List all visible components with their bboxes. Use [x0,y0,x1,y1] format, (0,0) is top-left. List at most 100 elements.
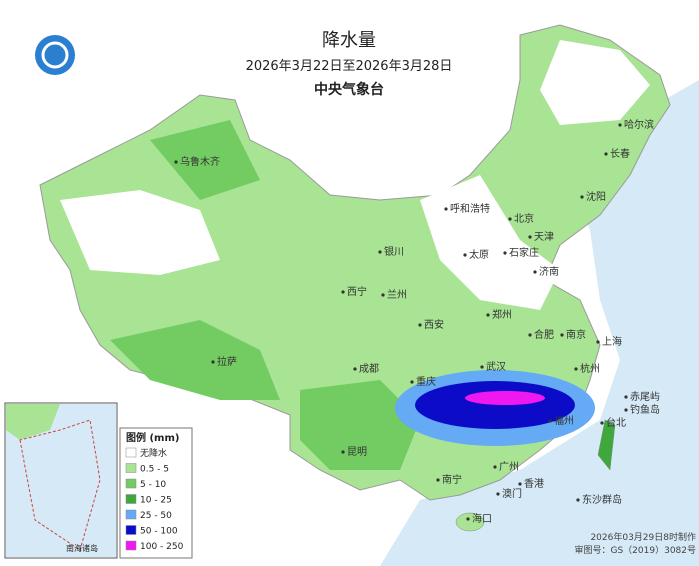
city-dot [378,250,382,254]
inset-label: 南海诸岛 [66,543,98,553]
rain-patch [110,320,280,400]
legend-title: 图例 (mm) [126,431,179,444]
city-label: 拉萨 [217,355,237,368]
city-label: 西宁 [347,285,367,298]
title: 降水量 [322,30,376,51]
city-dot [624,395,628,399]
city-dot [466,517,470,521]
inset-line [19,419,101,551]
inset-land [6,404,60,440]
city-label: 北京 [514,212,534,225]
logo [35,35,75,75]
legend-swatch [125,525,137,535]
legend-label: 5 - 10 [140,480,166,490]
city-dot [341,450,345,454]
city-label: 南宁 [442,473,462,486]
city-dot [211,360,215,364]
city-label: 武汉 [486,360,506,373]
legend-swatch [125,463,137,473]
city-label: 合肥 [534,328,554,341]
city-dot [528,333,532,337]
city-label: 昆明 [347,446,367,458]
city-dot [463,253,467,257]
city-label: 赤尾屿 [630,391,660,403]
legend-swatch [125,494,137,504]
city-dot [533,270,537,274]
city-label: 哈尔滨 [624,118,654,131]
city-dot [600,421,604,425]
city-dot [560,333,564,337]
city-dot [604,152,608,156]
logo-mark [41,41,69,69]
taiwan [597,419,616,471]
city-dot [381,293,385,297]
hainan [455,512,485,532]
city-dot [508,217,512,221]
city-dot [596,340,600,344]
sea [380,80,699,566]
city-label: 呼和浩特 [450,203,490,215]
legend-label: 0.5 - 5 [140,465,169,475]
city-label: 兰州 [387,288,407,301]
legend-label: 100 - 250 [140,542,184,552]
city-dot [174,160,178,164]
agency: 中央气象台 [314,81,384,98]
city-dot [418,323,422,327]
city-dot [410,380,414,384]
legend-label: 10 - 25 [140,496,172,506]
city-label: 南京 [566,328,586,341]
city-dot [548,419,552,423]
city-dot [624,408,628,412]
city-label: 福州 [554,414,574,427]
city-dot [480,365,484,369]
legend-swatch [125,509,137,520]
dry-area [60,190,220,275]
city-dot [574,367,578,371]
city-label: 香港 [524,478,544,490]
city-dot [496,492,500,496]
city-label: 太原 [469,248,489,261]
city-label: 郑州 [492,308,512,321]
city-label: 台北 [606,416,626,429]
city-dot [618,123,622,127]
city-label: 乌鲁木齐 [180,155,220,168]
city-dot [580,195,584,199]
rain-100-250 [465,391,545,405]
city-dot [444,207,448,211]
city-label: 东沙群岛 [582,493,622,506]
legend-label: 无降水 [140,447,167,459]
rain-patch [150,120,260,200]
city-dot [518,482,522,486]
made-time: 2026年03月29日8时制作 [590,531,696,543]
rain-patch [300,380,420,470]
legend-label: 50 - 100 [140,527,178,537]
city-dot [341,290,345,294]
city-dot [503,251,507,255]
city-dot [486,313,490,317]
city-label: 成都 [359,363,379,375]
city-label: 澳门 [502,487,522,500]
city-label: 石家庄 [509,246,539,259]
city-label: 杭州 [580,362,600,375]
city-label: 银川 [384,245,404,258]
city-label: 海口 [472,512,492,525]
approval: 审图号：GS（2019）3082号 [575,544,697,556]
city-label: 广州 [499,461,519,473]
dry-area [420,175,560,310]
city-label: 西安 [424,318,444,331]
legend-items: 无降水 0.5 - 5 5 - 10 10 - 25 25 - 50 50 - 100 10… [125,447,184,552]
legend-swatch [125,478,137,489]
city-dot [528,235,532,239]
city-label: 济南 [539,265,559,278]
date-range: 2026年3月22日至2026年3月28日 [246,59,453,74]
city-dot [436,478,440,482]
legend-swatch [125,447,137,458]
rain-50-100 [415,381,575,429]
legend-swatch [125,540,137,551]
city-label: 长春 [610,148,630,160]
city-dot [353,367,357,371]
city-label: 上海 [602,335,622,348]
legend-box [119,427,193,559]
